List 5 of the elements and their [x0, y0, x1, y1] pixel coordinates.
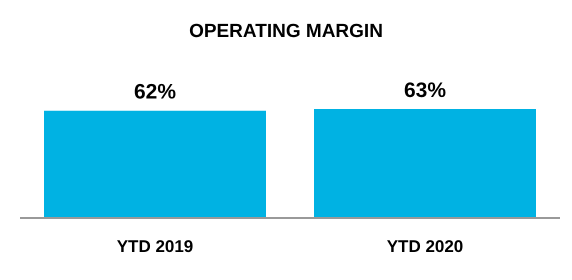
data-label: 63%	[404, 79, 446, 102]
x-tick-label: YTD 2020	[386, 237, 464, 256]
x-tick-label: YTD 2019	[116, 237, 194, 256]
data-label: 62%	[134, 80, 176, 104]
chart-title: OPERATING MARGIN	[188, 20, 384, 44]
